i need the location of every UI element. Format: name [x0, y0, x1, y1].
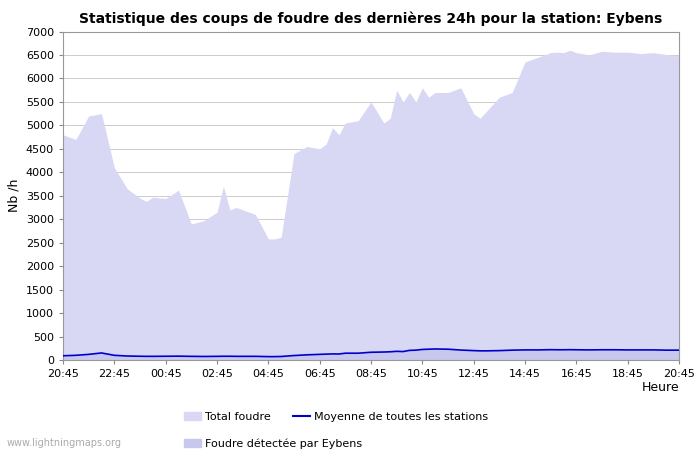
Title: Statistique des coups de foudre des dernières 24h pour la station: Eybens: Statistique des coups de foudre des dern…	[79, 12, 663, 26]
Y-axis label: Nb /h: Nb /h	[7, 179, 20, 212]
Text: Heure: Heure	[641, 381, 679, 394]
Text: www.lightningmaps.org: www.lightningmaps.org	[7, 438, 122, 448]
Legend: Foudre détectée par Eybens: Foudre détectée par Eybens	[179, 434, 367, 450]
